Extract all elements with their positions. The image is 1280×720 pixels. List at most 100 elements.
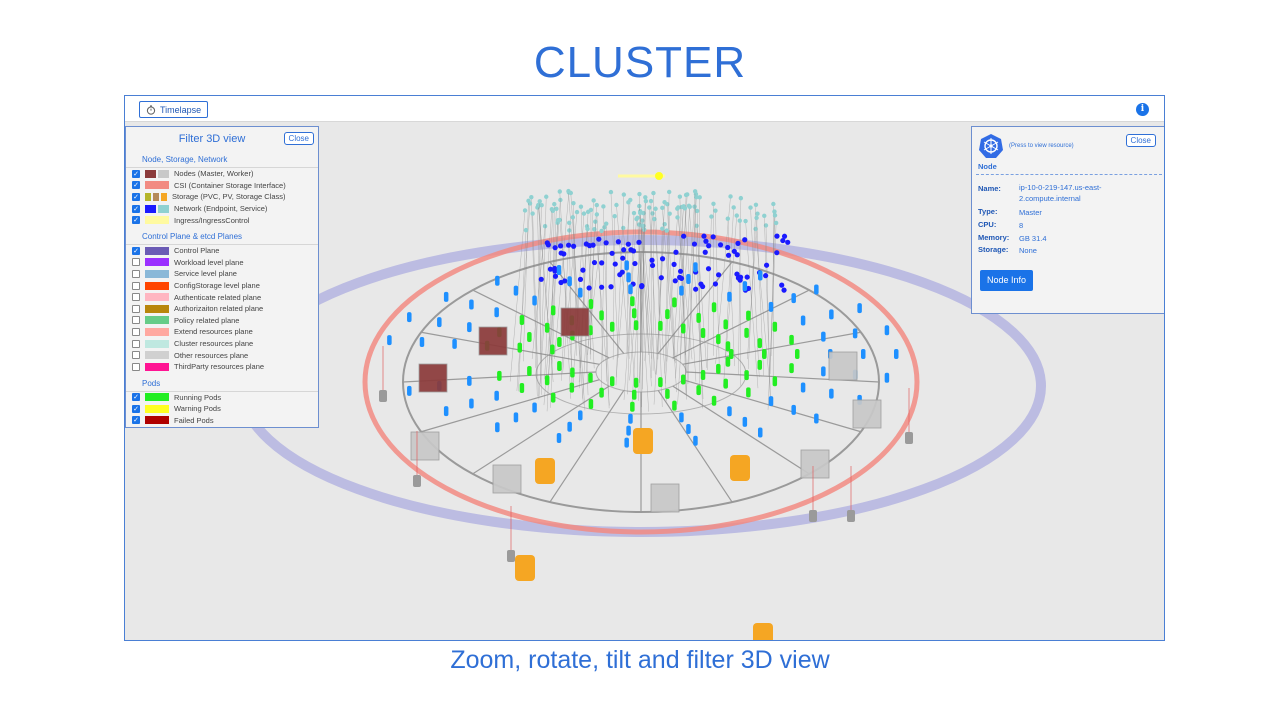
filter-option[interactable]: ✓ Ingress/IngressControl	[126, 214, 318, 226]
filter-option[interactable]: ConfigStorage level plane	[126, 280, 318, 292]
filter-option-label: Running Pods	[174, 392, 222, 402]
filter-option[interactable]: ✓ CSI (Container Storage Interface)	[126, 180, 318, 192]
node-close-button[interactable]: Close	[1125, 134, 1156, 147]
filter-option[interactable]: ✓ Nodes (Master, Worker)	[126, 168, 318, 180]
endpoint-dot	[753, 202, 759, 207]
filter-checkbox[interactable]: ✓	[132, 393, 140, 402]
filter-option[interactable]: Policy related plane	[126, 315, 318, 327]
pod-marker	[821, 331, 826, 342]
filter-option[interactable]: ✓ Control Plane	[126, 245, 318, 257]
pod-marker	[762, 349, 767, 359]
filter-checkbox[interactable]	[132, 339, 140, 348]
connection-line	[518, 230, 527, 392]
pod-marker	[884, 372, 890, 383]
pod-marker	[556, 264, 562, 275]
filter-option[interactable]: Extend resources plane	[126, 326, 318, 338]
filter-checkbox[interactable]	[132, 304, 140, 313]
filter-checkbox[interactable]	[132, 269, 140, 278]
endpoint-dot	[585, 226, 590, 232]
filter-close-button[interactable]: Close	[283, 132, 314, 145]
cluster-3d-viewer[interactable]: Timelapse i Filter 3D view Close Node, S…	[124, 95, 1165, 641]
pod-marker	[814, 413, 819, 424]
filter-checkbox[interactable]: ✓	[132, 181, 140, 190]
endpoint-dot	[687, 204, 692, 210]
legend-swatch	[145, 316, 169, 325]
filter-checkbox[interactable]	[132, 316, 140, 325]
filter-checkbox[interactable]: ✓	[132, 204, 140, 213]
kubernetes-logo-icon	[979, 134, 1003, 158]
filter-checkbox[interactable]	[132, 351, 140, 360]
filter-option[interactable]: ThirdParty resources plane	[126, 361, 318, 373]
node-cube	[418, 363, 448, 393]
pod-marker	[686, 273, 691, 284]
endpoint-dot	[529, 194, 534, 200]
filter-checkbox[interactable]: ✓	[132, 416, 140, 425]
connection-line	[764, 215, 771, 402]
cluster-3d-scene[interactable]	[125, 96, 1165, 641]
endpoint-dot	[526, 198, 531, 204]
connection-line	[587, 230, 602, 355]
legend-swatch	[145, 362, 169, 371]
filter-option[interactable]: ✓ Running Pods	[126, 392, 318, 404]
filter-option[interactable]: ✓ Network (Endpoint, Service)	[126, 203, 318, 215]
filter-option[interactable]: Workload level plane	[126, 257, 318, 269]
filter-option[interactable]: Authenticate related plane	[126, 291, 318, 303]
connection-line	[629, 225, 643, 381]
timelapse-button[interactable]: Timelapse	[139, 101, 209, 118]
legend-swatch	[145, 169, 156, 178]
filter-checkbox[interactable]: ✓	[132, 404, 140, 413]
filter-checkbox[interactable]	[132, 258, 140, 267]
service-dot	[712, 281, 719, 287]
service-dot	[603, 240, 609, 246]
filter-option[interactable]: ✓	[126, 426, 318, 427]
connection-line	[639, 194, 642, 413]
pod-marker	[517, 342, 523, 353]
connection-line	[657, 228, 663, 360]
filter-option[interactable]: ✓ Failed Pods	[126, 415, 318, 427]
node-type-key: Type:	[978, 207, 998, 216]
service-dot	[586, 285, 592, 291]
filter-option[interactable]: Other resources plane	[126, 349, 318, 361]
service-dot	[691, 241, 698, 247]
filter-checkbox[interactable]: ✓	[132, 192, 140, 201]
pod-marker	[829, 388, 834, 399]
endpoint-dot	[638, 210, 643, 216]
filter-option[interactable]: ✓ Storage (PVC, PV, Storage Class)	[126, 191, 318, 203]
connection-line	[568, 191, 584, 405]
node-storage-value: None	[1019, 246, 1037, 255]
filter-checkbox[interactable]: ✓	[132, 169, 140, 178]
filter-checkbox[interactable]	[132, 293, 140, 302]
endpoint-dot	[709, 214, 714, 219]
endpoint-dot	[552, 201, 557, 207]
service-dot	[702, 249, 708, 255]
filter-checkbox[interactable]: ✓	[132, 216, 140, 225]
pod-marker	[772, 321, 778, 332]
service-dot	[701, 233, 707, 239]
node-info-button[interactable]: Node Info	[980, 270, 1034, 291]
service-dot	[785, 239, 791, 245]
node-details-panel: (Press to view resource) Node Close Name…	[971, 126, 1164, 314]
endpoint-dot	[637, 203, 642, 209]
pod-marker	[686, 424, 691, 435]
node-cube	[852, 399, 882, 429]
filter-checkbox[interactable]	[132, 362, 140, 371]
info-icon[interactable]: i	[1136, 103, 1149, 116]
filter-checkbox[interactable]	[132, 327, 140, 336]
connection-line	[547, 199, 561, 382]
filter-option-label: Extend resources plane	[174, 327, 253, 337]
filter-option[interactable]: Service level plane	[126, 268, 318, 280]
service-dot	[577, 276, 584, 282]
filter-option[interactable]: Cluster resources plane	[126, 338, 318, 350]
pod-marker	[550, 305, 556, 316]
endpoint-dot	[773, 220, 779, 226]
filter-checkbox[interactable]	[132, 281, 140, 290]
filter-checkbox[interactable]: ✓	[132, 246, 140, 255]
pod-marker	[407, 312, 412, 323]
service-dot	[725, 244, 731, 251]
filter-3d-view-panel[interactable]: Filter 3D view Close Node, Storage, Netw…	[125, 126, 319, 428]
filter-option[interactable]: ✓ Warning Pods	[126, 403, 318, 415]
filter-option[interactable]: Authorizaiton related plane	[126, 303, 318, 315]
pod-marker	[633, 320, 639, 331]
pod-marker	[631, 389, 637, 400]
pod-marker	[744, 327, 749, 338]
